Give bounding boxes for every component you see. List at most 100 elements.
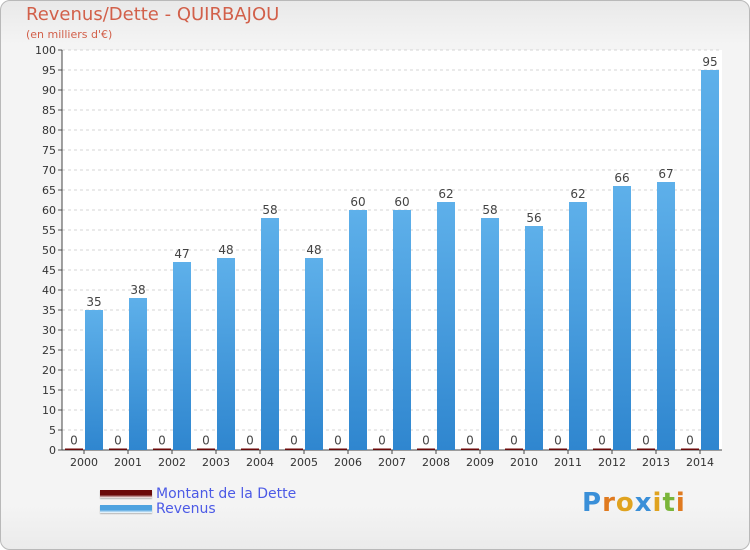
bar-dette — [65, 448, 83, 450]
y-tick-label: 50 — [42, 244, 56, 257]
logo-letter: i — [675, 488, 686, 518]
bar-revenus — [437, 202, 455, 450]
bar-dette — [241, 448, 259, 450]
logo-letter: o — [615, 488, 635, 518]
bar-revenus — [305, 258, 323, 450]
data-label-dette: 0 — [686, 434, 694, 448]
y-tick-label: 0 — [49, 444, 56, 457]
y-tick-label: 65 — [42, 184, 56, 197]
legend-label-dette: Montant de la Dette — [156, 486, 297, 502]
data-label-revenus: 60 — [350, 195, 365, 209]
x-tick-label: 2006 — [334, 456, 362, 469]
bar-dette — [109, 448, 127, 450]
y-tick-label: 45 — [42, 264, 56, 277]
x-tick-label: 2013 — [642, 456, 670, 469]
data-label-revenus: 62 — [570, 187, 585, 201]
bar-dette — [153, 448, 171, 450]
x-tick-label: 2000 — [70, 456, 98, 469]
bar-dette — [417, 448, 435, 450]
legend-label-revenus: Revenus — [156, 501, 216, 517]
bar-revenus — [261, 218, 279, 450]
data-label-dette: 0 — [466, 434, 474, 448]
data-label-dette: 0 — [202, 434, 210, 448]
proxiti-logo: Proxiti — [582, 488, 686, 518]
x-tick-label: 2010 — [510, 456, 538, 469]
bar-revenus — [481, 218, 499, 450]
y-tick-label: 100 — [35, 44, 56, 57]
chart-title: Revenus/Dette - QUIRBAJOU — [26, 4, 280, 25]
bar-revenus — [525, 226, 543, 450]
x-tick-label: 2011 — [554, 456, 582, 469]
y-tick-label: 75 — [42, 144, 56, 157]
data-label-revenus: 48 — [306, 243, 321, 257]
y-tick-label: 80 — [42, 124, 56, 137]
bar-dette — [593, 448, 611, 450]
y-tick-label: 30 — [42, 324, 56, 337]
x-tick-label: 2007 — [378, 456, 406, 469]
y-tick-label: 15 — [42, 384, 56, 397]
data-label-dette: 0 — [114, 434, 122, 448]
data-label-dette: 0 — [422, 434, 430, 448]
logo-letter: P — [582, 488, 603, 518]
data-label-dette: 0 — [158, 434, 166, 448]
data-label-dette: 0 — [70, 434, 78, 448]
bar-dette — [637, 448, 655, 450]
data-label-revenus: 38 — [130, 283, 145, 297]
legend-swatch-revenus — [100, 505, 152, 513]
bar-dette — [373, 448, 391, 450]
x-tick-label: 2014 — [686, 456, 714, 469]
data-label-revenus: 35 — [86, 295, 101, 309]
bar-revenus — [85, 310, 103, 450]
data-label-dette: 0 — [510, 434, 518, 448]
y-tick-label: 35 — [42, 304, 56, 317]
data-label-revenus: 48 — [218, 243, 233, 257]
data-label-revenus: 58 — [482, 203, 497, 217]
data-label-dette: 0 — [642, 434, 650, 448]
data-label-dette: 0 — [334, 434, 342, 448]
x-tick-label: 2001 — [114, 456, 142, 469]
data-label-revenus: 60 — [394, 195, 409, 209]
data-label-dette: 0 — [598, 434, 606, 448]
bar-revenus — [569, 202, 587, 450]
data-label-dette: 0 — [554, 434, 562, 448]
data-label-revenus: 56 — [526, 211, 541, 225]
bar-dette — [197, 448, 215, 450]
y-tick-label: 40 — [42, 284, 56, 297]
logo-letter: x — [634, 488, 653, 518]
bar-dette — [549, 448, 567, 450]
x-tick-label: 2003 — [202, 456, 230, 469]
y-tick-label: 85 — [42, 104, 56, 117]
bar-dette — [285, 448, 303, 450]
y-tick-label: 10 — [42, 404, 56, 417]
data-label-revenus: 67 — [658, 167, 673, 181]
bar-revenus — [701, 70, 719, 450]
bar-revenus — [173, 262, 191, 450]
bar-dette — [461, 448, 479, 450]
data-label-revenus: 66 — [614, 171, 629, 185]
bar-revenus — [393, 210, 411, 450]
x-tick-label: 2012 — [598, 456, 626, 469]
x-tick-label: 2004 — [246, 456, 274, 469]
y-tick-label: 90 — [42, 84, 56, 97]
logo-letter: r — [602, 488, 616, 518]
data-label-revenus: 58 — [262, 203, 277, 217]
data-label-revenus: 47 — [174, 247, 189, 261]
data-label-revenus: 62 — [438, 187, 453, 201]
x-tick-label: 2002 — [158, 456, 186, 469]
y-tick-label: 20 — [42, 364, 56, 377]
legend-swatch-dette — [100, 490, 152, 498]
chart-subtitle: (en milliers d'€) — [26, 28, 113, 41]
data-label-revenus: 95 — [702, 55, 717, 69]
bar-revenus — [657, 182, 675, 450]
bar-revenus — [129, 298, 147, 450]
x-tick-label: 2009 — [466, 456, 494, 469]
data-label-dette: 0 — [378, 434, 386, 448]
bar-revenus — [217, 258, 235, 450]
x-tick-label: 2005 — [290, 456, 318, 469]
logo-letter: i — [652, 488, 663, 518]
bar-revenus — [613, 186, 631, 450]
bar-dette — [329, 448, 347, 450]
data-label-dette: 0 — [246, 434, 254, 448]
data-label-dette: 0 — [290, 434, 298, 448]
